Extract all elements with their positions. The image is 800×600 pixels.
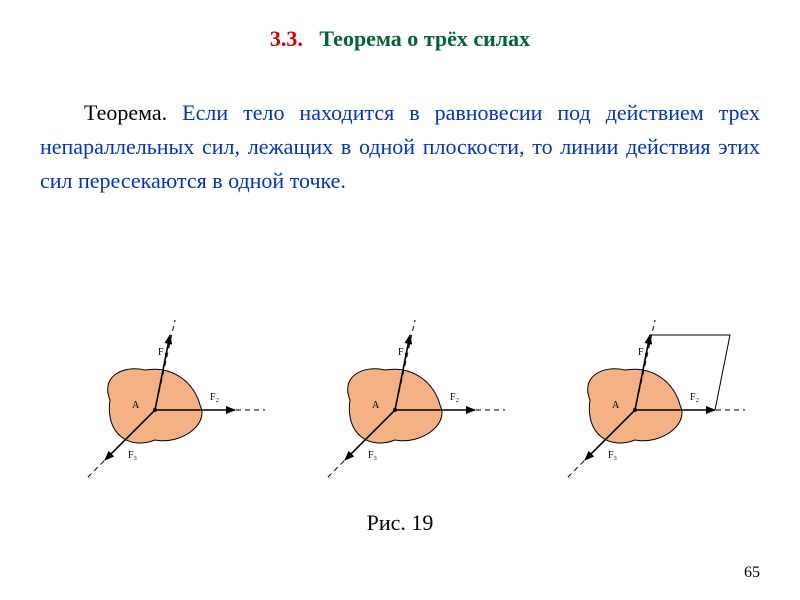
origin-point <box>153 408 157 412</box>
force-label: F₁ <box>158 347 167 358</box>
page-number: 65 <box>744 564 760 582</box>
theorem-text: Теорема. Если тело находится в равновеси… <box>40 96 760 198</box>
force-label: F₂ <box>690 392 699 403</box>
force-label: F₃ <box>128 450 137 461</box>
force-label: F₂ <box>210 392 219 403</box>
figure-panel-3: F₂ F₁ F₃ A <box>565 320 745 480</box>
origin-point <box>393 408 397 412</box>
three-forces-diagram: F₂ F₁ F₃ A F₂ F₁ F₃ A F₂ F₁ F₃ A <box>40 300 760 500</box>
section-title-text: Теорема о трёх силах <box>319 26 530 51</box>
origin-point <box>633 408 637 412</box>
figure-panel-2: F₂ F₁ F₃ A <box>325 320 505 480</box>
body-shape <box>588 369 682 443</box>
point-a-label: A <box>372 400 380 411</box>
force-label: F₁ <box>398 347 407 358</box>
point-a-label: A <box>612 400 620 411</box>
section-number: 3.3. <box>270 26 303 51</box>
force-label: F₃ <box>608 450 617 461</box>
figure-row: F₂ F₁ F₃ A F₂ F₁ F₃ A F₂ F₁ F₃ A <box>0 300 800 500</box>
figure-panel-1: F₂ F₁ F₃ A <box>85 320 265 480</box>
theorem-lead-word: Теорема. <box>84 100 167 125</box>
point-a-label: A <box>132 400 140 411</box>
page: 3.3. Теорема о трёх силах Теорема. Если … <box>0 0 800 600</box>
body-shape <box>108 369 202 443</box>
body-shape <box>348 369 442 443</box>
force-label: F₁ <box>638 347 647 358</box>
force-label: F₂ <box>450 392 459 403</box>
force-label: F₃ <box>368 450 377 461</box>
section-title: 3.3. Теорема о трёх силах <box>0 26 800 52</box>
figure-caption: Рис. 19 <box>0 510 800 536</box>
